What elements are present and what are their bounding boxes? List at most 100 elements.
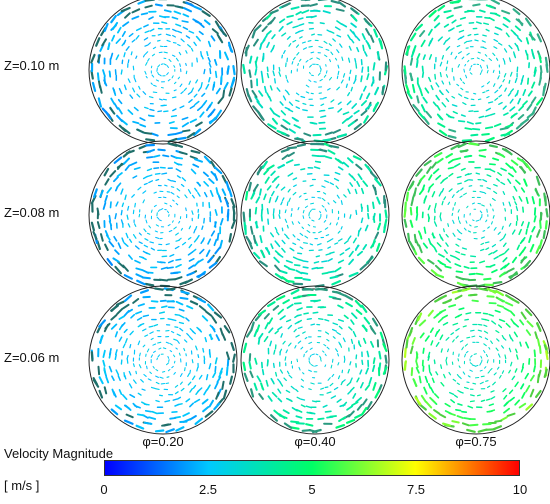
column-label-phi075: φ=0.75 [455, 434, 497, 449]
velocity-vector [123, 419, 134, 425]
velocity-vector [359, 381, 364, 389]
velocity-vector [419, 332, 425, 339]
velocity-vector [362, 180, 369, 188]
velocity-vector [245, 190, 249, 201]
velocity-vector [428, 9, 437, 18]
velocity-vector [515, 348, 518, 354]
velocity-vector [408, 327, 414, 337]
velocity-vector [330, 364, 333, 369]
velocity-vector [171, 220, 174, 223]
velocity-vector [132, 120, 140, 125]
velocity-vector [466, 428, 476, 433]
velocity-vector [153, 191, 157, 194]
velocity-vector [484, 114, 491, 118]
velocity-vector [162, 98, 167, 101]
velocity-vector [433, 22, 441, 29]
velocity-vector [148, 225, 152, 229]
velocity-vector [337, 259, 345, 264]
velocity-vector [428, 174, 433, 181]
velocity-vector [456, 190, 460, 194]
velocity-vector [125, 413, 134, 419]
velocity-vector [278, 71, 282, 77]
velocity-vector [324, 131, 334, 136]
velocity-vector [323, 96, 327, 99]
velocity-vector [189, 369, 191, 374]
velocity-vector [102, 69, 106, 78]
velocity-vector [463, 68, 466, 73]
velocity-vector [203, 217, 205, 224]
velocity-vector [350, 22, 357, 28]
velocity-vector [260, 382, 264, 390]
velocity-vector [194, 225, 198, 230]
velocity-vector [269, 9, 279, 15]
velocity-vector [478, 287, 489, 292]
velocity-vector [502, 337, 507, 341]
velocity-vector [479, 260, 486, 264]
velocity-vector [479, 191, 484, 193]
velocity-vector [467, 59, 470, 63]
velocity-vector [195, 345, 198, 351]
velocity-vector [249, 370, 254, 379]
velocity-vector [453, 162, 461, 168]
velocity-vector [283, 119, 291, 125]
velocity-vector [411, 337, 416, 345]
velocity-vector [523, 259, 532, 269]
velocity-vector [486, 359, 489, 364]
velocity-vector [535, 175, 541, 186]
velocity-vector [150, 300, 159, 303]
velocity-vector [122, 343, 126, 349]
velocity-vector [188, 80, 191, 85]
velocity-vector [500, 264, 508, 271]
velocity-vector [113, 156, 123, 164]
velocity-vector [124, 194, 127, 201]
velocity-vector [525, 384, 531, 393]
velocity-vector [347, 57, 351, 63]
velocity-vector [155, 236, 160, 239]
velocity-vector [248, 69, 252, 78]
velocity-vector [471, 335, 476, 338]
velocity-vector [467, 172, 472, 176]
velocity-vector [470, 64, 473, 68]
velocity-vector [371, 364, 376, 373]
velocity-vector [334, 266, 342, 273]
velocity-vector [533, 215, 537, 223]
velocity-vector [123, 328, 128, 334]
velocity-vector [423, 226, 427, 234]
velocity-vector [455, 408, 462, 412]
colorbar-tick-7-5: 7.5 [406, 482, 426, 497]
velocity-vector [126, 214, 129, 220]
velocity-vector [514, 25, 521, 32]
velocity-vector [338, 416, 347, 422]
velocity-vector [504, 87, 507, 92]
velocity-vector [403, 65, 407, 75]
velocity-vector [533, 69, 537, 77]
velocity-vector [171, 180, 177, 183]
velocity-vector [516, 354, 519, 360]
velocity-vector [282, 340, 286, 345]
vector-panel-r2-c0 [88, 285, 238, 435]
velocity-vector [120, 188, 124, 195]
velocity-vector [362, 398, 368, 406]
velocity-vector [456, 374, 461, 378]
velocity-vector [494, 419, 503, 423]
velocity-vector [266, 41, 270, 49]
velocity-vector [379, 40, 384, 50]
velocity-vector [327, 270, 335, 274]
velocity-vector [146, 365, 148, 370]
velocity-vector [103, 367, 107, 375]
velocity-vector [209, 351, 212, 358]
velocity-vector [503, 48, 508, 53]
velocity-vector [127, 109, 134, 115]
velocity-vector [363, 17, 371, 26]
velocity-vector [181, 129, 191, 133]
velocity-vector [297, 252, 303, 255]
velocity-vector [423, 195, 428, 202]
velocity-vector [219, 239, 223, 249]
velocity-vector [155, 388, 160, 390]
velocity-vector [349, 377, 353, 383]
velocity-vector [430, 84, 434, 91]
velocity-vector [439, 216, 442, 222]
velocity-vector [242, 63, 246, 75]
velocity-vector [184, 367, 186, 372]
velocity-vector [417, 83, 422, 92]
